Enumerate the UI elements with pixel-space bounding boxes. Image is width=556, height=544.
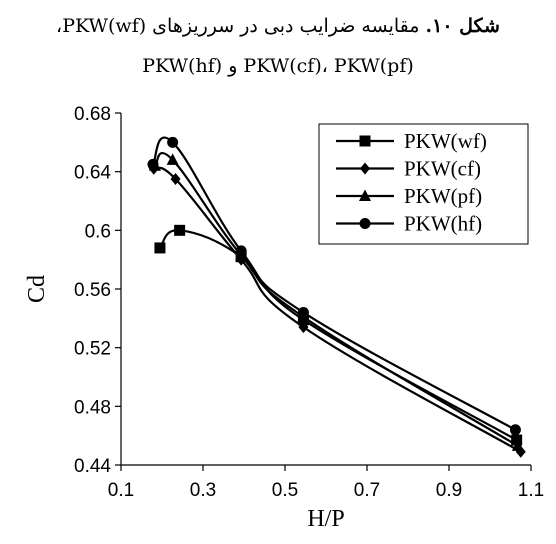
circle-marker <box>297 306 309 318</box>
y-tick-label: 0.6 <box>85 221 111 242</box>
y-ticks: 0.44 0.48 0.52 0.56 0.6 0.64 0.68 <box>74 104 121 477</box>
legend-label: PKW(wf) <box>404 129 487 153</box>
triangle-marker <box>511 439 524 451</box>
legend-entry: PKW(pf) <box>336 184 482 208</box>
circle-marker <box>359 218 371 229</box>
legend-entry: PKW(hf) <box>336 212 482 236</box>
legend-entry: PKW(wf) <box>336 129 487 153</box>
diamond-marker <box>360 162 370 175</box>
circle-marker <box>235 245 247 257</box>
legend-label: PKW(cf) <box>404 157 481 181</box>
legend-label: PKW(pf) <box>404 184 482 208</box>
x-tick-label: 0.1 <box>108 480 134 501</box>
axes: 0.1 0.3 0.5 0.7 0.9 1.1 0.440.480.520.560.60.… <box>74 104 544 501</box>
x-tick-label: 0.9 <box>436 480 462 501</box>
caption-line-1: شکل ۱۰. مقایسه ضرایب دبی در سرریزهای PKW… <box>0 6 556 46</box>
square-marker <box>154 242 166 254</box>
series-layer <box>147 136 526 458</box>
legend-label: PKW(hf) <box>404 212 482 236</box>
y-tick-label: 0.68 <box>74 104 111 125</box>
x-tick-label: 0.5 <box>272 480 298 501</box>
series-pkw-hf <box>147 136 521 436</box>
x-ticks: 0.1 0.3 0.5 0.7 0.9 1.1 <box>108 465 544 501</box>
y-tick-label: 0.44 <box>74 456 111 477</box>
square-marker <box>359 135 371 147</box>
square-marker <box>174 224 186 236</box>
y-axis-title: Cd <box>24 275 50 303</box>
diamond-marker <box>170 173 181 185</box>
diamond-marker <box>298 321 309 334</box>
circle-marker <box>147 158 159 170</box>
series-pkw-wf <box>154 224 523 446</box>
x-tick-label: 0.3 <box>190 480 216 501</box>
y-tick-label: 0.48 <box>74 397 111 418</box>
x-axis-title: H/P <box>307 506 344 532</box>
y-tick-label: 0.56 <box>74 280 111 301</box>
caption-text-1: مقایسه ضرایب دبی در سرریزهای PKW(wf)، <box>56 15 426 37</box>
series-line <box>159 229 518 442</box>
square-marker <box>511 434 523 446</box>
circle-marker <box>167 136 179 148</box>
circle-marker <box>509 424 521 436</box>
x-tick-label: 0.7 <box>354 480 380 501</box>
figure-caption: شکل ۱۰. مقایسه ضرایب دبی در سرریزهای PKW… <box>0 6 556 86</box>
triangle-marker <box>359 189 371 201</box>
triangle-marker <box>166 153 179 165</box>
x-tick-label: 1.1 <box>518 480 544 501</box>
legend-entry: PKW(cf) <box>336 157 481 181</box>
y-tick-label: 0.64 <box>74 163 111 184</box>
y-tick-label: 0.52 <box>74 339 111 360</box>
caption-line-2: PKW(cf)، PKW(pf) و PKW(hf) <box>142 55 414 77</box>
legend: PKW(wf) PKW(cf) PKW(pf) PKW(hf) <box>318 123 529 245</box>
caption-label: شکل ۱۰. <box>425 15 500 37</box>
